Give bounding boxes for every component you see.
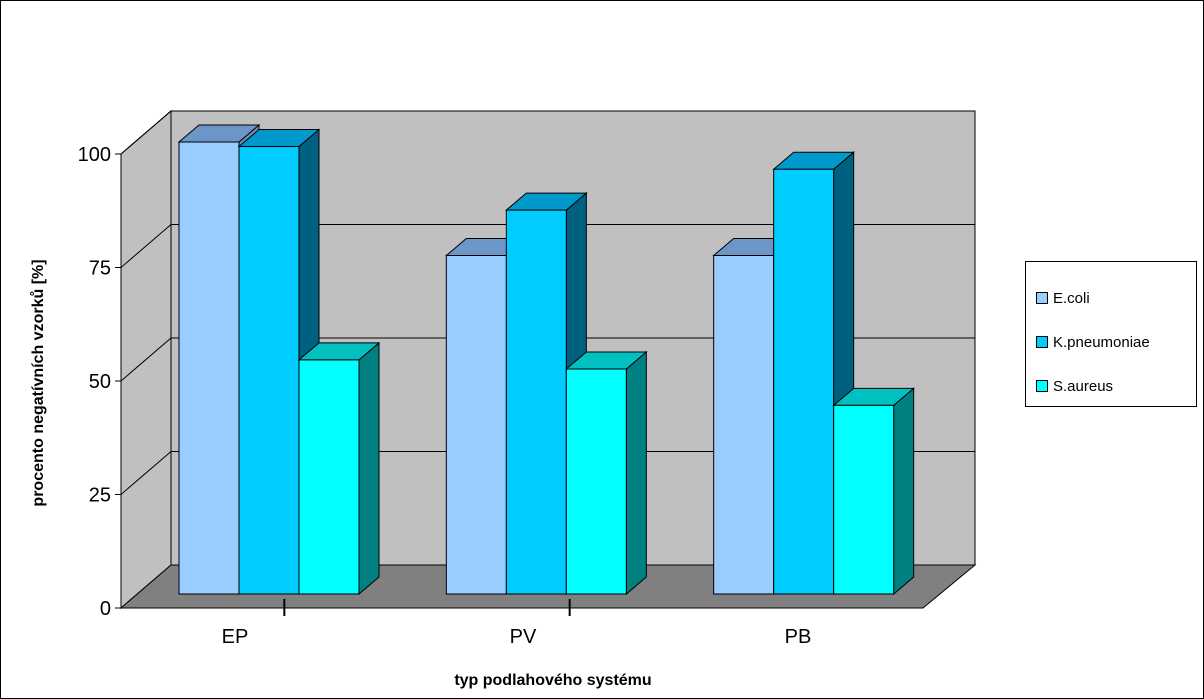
legend-label: K.pneumoniae <box>1053 333 1150 351</box>
legend-swatch <box>1036 336 1048 348</box>
legend-label: S.aureus <box>1053 377 1114 395</box>
bar-front <box>505 209 567 595</box>
legend-swatch <box>1036 380 1048 392</box>
legend-item: S.aureus <box>1036 364 1196 408</box>
bar-front <box>178 141 240 595</box>
bar-side <box>625 350 647 596</box>
y-tick-label: 0 <box>100 598 111 620</box>
legend-label: E.coli <box>1053 289 1090 307</box>
legend-swatch <box>1036 292 1048 304</box>
bar <box>564 350 648 596</box>
y-tick-label: 50 <box>89 371 111 393</box>
x-category-label: PV <box>510 626 537 648</box>
x-category-label: PB <box>785 626 812 648</box>
x-category-label: EP <box>222 626 249 648</box>
bar-side <box>358 341 380 596</box>
gridline <box>120 337 975 382</box>
y-tick-label: 75 <box>89 258 111 280</box>
chart-legend: E.coli K.pneumoniae S.aureus <box>1025 261 1197 407</box>
gridline <box>120 224 975 268</box>
bar-front <box>833 404 895 595</box>
y-tick-label: 25 <box>89 485 111 507</box>
bar-side <box>893 387 915 596</box>
y-tick-label: 100 <box>78 144 111 166</box>
bar <box>772 151 856 596</box>
bar-front <box>713 255 775 595</box>
gridline <box>120 110 975 155</box>
bar-front <box>298 359 360 595</box>
legend-item: K.pneumoniae <box>1036 320 1196 364</box>
bar <box>832 387 916 596</box>
x-axis-title: typ podlahového systému <box>454 672 651 689</box>
bar-front <box>445 255 507 595</box>
legend-item: E.coli <box>1036 276 1196 320</box>
bar-front <box>773 168 835 595</box>
bar-front <box>238 146 300 595</box>
bar <box>297 341 381 596</box>
y-axis-title: procento negatívních vzorků [%] <box>30 259 47 506</box>
bar-front <box>565 368 627 595</box>
gridline <box>120 451 975 495</box>
